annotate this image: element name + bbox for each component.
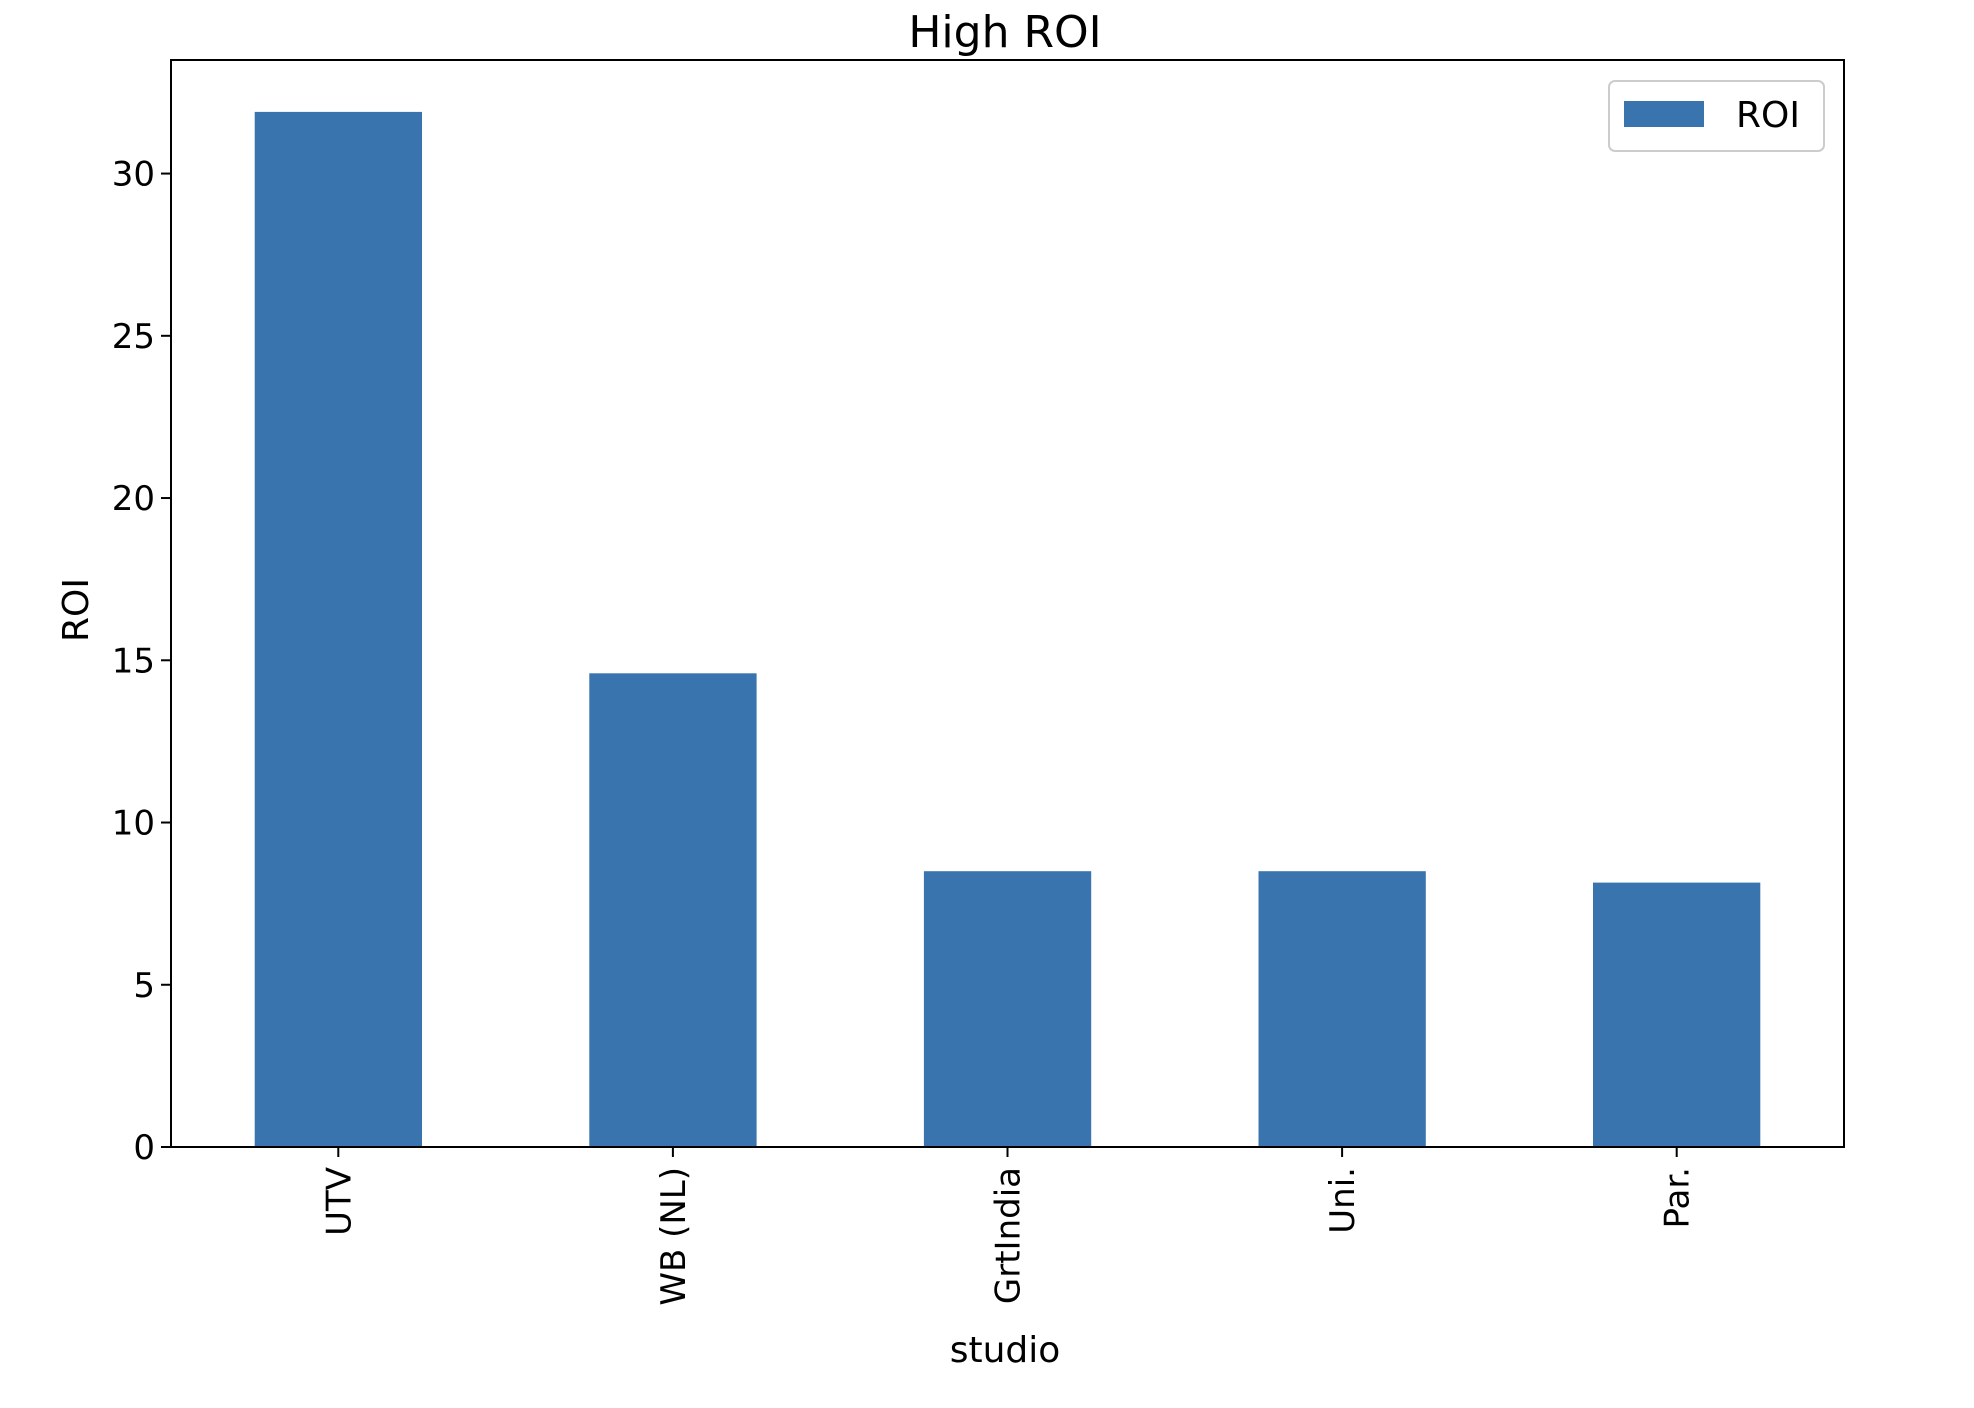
y-tick-label: 30	[112, 155, 155, 195]
x-tick-label: Uni.	[1323, 1167, 1363, 1234]
y-axis-label: ROI	[56, 578, 97, 642]
bar-grtindia	[923, 871, 1092, 1147]
x-axis-label: studio	[950, 1330, 1061, 1371]
y-tick-label: 15	[112, 641, 155, 681]
legend-label: ROI	[1736, 95, 1800, 136]
bar-utv	[254, 111, 422, 1147]
y-tick-label: 0	[133, 1128, 155, 1168]
y-tick-label: 10	[112, 804, 155, 844]
y-tick-label: 25	[112, 317, 155, 357]
x-tick-label: Par.	[1658, 1167, 1698, 1228]
x-tick-label: UTV	[319, 1167, 359, 1236]
chart-title: High ROI	[908, 7, 1101, 58]
bar-par	[1593, 882, 1761, 1147]
ticks-layer: UTV WB (NL) GrtIndia Uni. Par. 0 5 10 15 20 25 30	[112, 155, 1698, 1306]
bars-layer	[254, 111, 1761, 1147]
y-tick-label: 5	[133, 966, 155, 1006]
y-tick-label: 20	[112, 479, 155, 519]
legend-swatch	[1624, 101, 1704, 127]
x-tick-label: GrtIndia	[989, 1167, 1029, 1304]
bar-uni	[1258, 871, 1426, 1147]
legend: ROI	[1608, 80, 1825, 152]
plot-frame	[170, 59, 1845, 1148]
x-tick-label: WB (NL)	[654, 1167, 694, 1306]
legend-box	[1608, 80, 1825, 152]
bar-wb-nl	[589, 673, 757, 1147]
